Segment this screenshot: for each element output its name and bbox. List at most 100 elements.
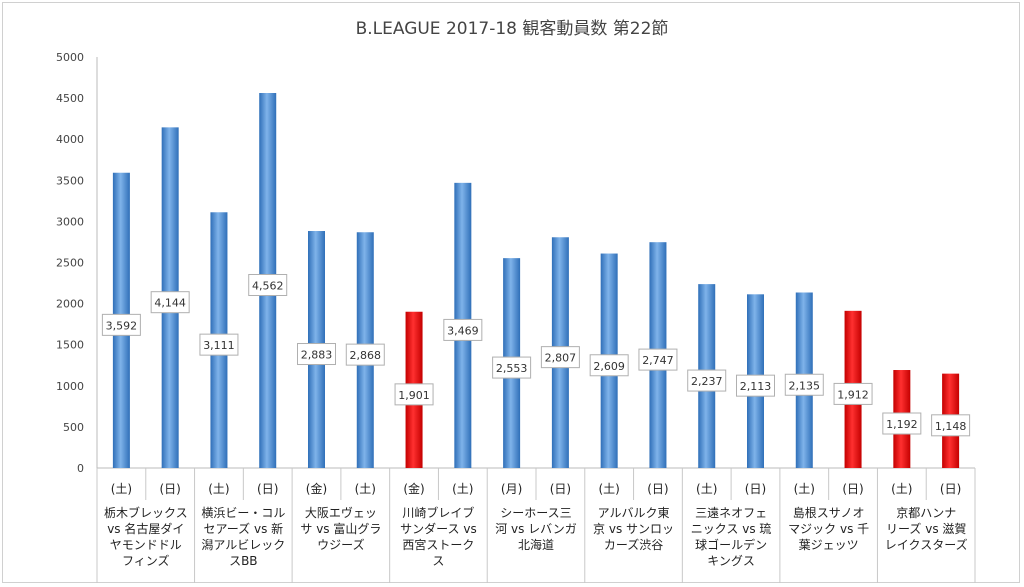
- matchup-label-line: 葉ジェッツ: [798, 538, 859, 552]
- matchup-label-line: 潟アルビレック: [201, 538, 286, 552]
- data-label: 2,609: [593, 360, 625, 373]
- day-label: (日): [842, 482, 864, 496]
- y-tick-label: 4500: [56, 92, 84, 105]
- matchup-label: シーホース三河 vs レバンガ 北海道: [487, 505, 585, 553]
- data-label-box: [638, 348, 678, 371]
- day-label: (日): [257, 482, 279, 496]
- data-label-box: [199, 333, 239, 356]
- data-label: 1,901: [398, 389, 430, 402]
- data-label-box: [833, 382, 873, 405]
- y-tick-label: 4000: [56, 133, 84, 146]
- day-label: (月): [500, 482, 523, 496]
- data-label: 3,592: [106, 319, 138, 332]
- matchup-label-line: 川崎ブレイブ: [402, 506, 475, 520]
- data-label: 2,135: [789, 379, 821, 392]
- day-label: (日): [939, 482, 962, 496]
- data-label: 4,562: [252, 280, 284, 293]
- matchup-label-line: vs 名古屋ダイ: [107, 522, 185, 536]
- y-tick-label: 0: [77, 462, 84, 475]
- data-label-box: [443, 318, 483, 341]
- matchup-label-line: 京 vs サンロッ: [593, 522, 675, 536]
- y-tick-label: 3000: [56, 215, 84, 228]
- matchup-label-line: フィンズ: [122, 554, 170, 568]
- matchup-label-line: キングス: [707, 554, 755, 568]
- matchup-label-line: リーズ vs 滋賀: [886, 522, 967, 536]
- data-label: 1,912: [837, 388, 869, 401]
- data-label: 2,868: [350, 349, 382, 362]
- matchup-label-line: 河 vs レバンガ: [495, 522, 577, 536]
- data-label-box: [589, 354, 629, 377]
- data-label: 2,553: [496, 362, 528, 375]
- matchup-label: 三遠ネオフェ ニックス vs 琉球ゴールデン キングス: [682, 505, 780, 569]
- day-label: (土): [598, 482, 620, 496]
- data-label: 2,237: [691, 375, 723, 388]
- matchup-label-line: 北海道: [517, 538, 554, 552]
- matchup-label: 栃木ブレックス vs 名古屋ダイ ヤモンドドル フィンズ: [97, 505, 195, 569]
- matchup-label-line: 島根スサノオ: [792, 506, 865, 520]
- data-label-box: [101, 313, 141, 336]
- chart-title: B.LEAGUE 2017-18 観客動員数 第22節: [355, 19, 669, 39]
- y-tick-label: 5000: [56, 51, 84, 64]
- data-label: 2,113: [740, 380, 772, 393]
- day-label: (土): [110, 482, 133, 496]
- matchup-label-line: サンダース vs: [400, 522, 477, 536]
- data-label-box: [736, 374, 775, 397]
- data-label-box: [687, 369, 727, 392]
- matchup-label-line: サ vs 富山グラ: [300, 522, 382, 536]
- data-label-box: [248, 274, 288, 297]
- matchup-label-line: ヤモンドドル: [109, 538, 182, 552]
- y-tick-label: 3500: [56, 174, 84, 187]
- data-label: 2,747: [642, 354, 674, 367]
- matchup-label: 川崎ブレイブ サンダース vs 西宮ストークス: [390, 505, 488, 569]
- day-label: (日): [549, 482, 572, 496]
- matchup-label: 横浜ビー・コル セアーズ vs 新潟アルビレック スBB: [195, 505, 293, 569]
- matchup-label-line: 横浜ビー・コル: [201, 506, 286, 520]
- y-tick-label: 2500: [56, 257, 84, 270]
- day-label: (土): [793, 482, 815, 496]
- data-label: 3,111: [203, 339, 235, 352]
- data-label: 3,469: [447, 324, 479, 337]
- matchup-label-line: セアーズ vs 新: [203, 522, 284, 536]
- y-tick-label: 2000: [56, 298, 84, 311]
- matchup-label-line: ス: [432, 554, 445, 568]
- matchup-label: 島根スサノオ マジック vs 千葉ジェッツ: [780, 505, 878, 553]
- data-label-box: [784, 373, 824, 396]
- matchup-label-line: シーホース三: [500, 506, 572, 520]
- data-label-box: [150, 291, 190, 314]
- matchup-label-line: アルバルク東: [597, 506, 670, 520]
- data-label-box: [297, 343, 336, 366]
- matchup-label-line: 球ゴールデン: [695, 538, 768, 552]
- matchup-label-line: ウジーズ: [317, 538, 365, 552]
- data-label-box: [882, 412, 922, 435]
- data-label-box: [492, 356, 532, 379]
- matchup-label-line: 栃木ブレックス: [103, 506, 188, 520]
- data-label-box: [931, 414, 971, 437]
- matchup-label-line: レイクスターズ: [884, 538, 968, 552]
- matchup-label-line: 西宮ストーク: [402, 538, 475, 552]
- matchup-label-line: マジック vs 千: [788, 522, 870, 536]
- data-label: 2,883: [301, 349, 333, 362]
- data-label-box: [345, 343, 385, 366]
- matchup-label-line: 大阪エヴェッ: [304, 506, 377, 520]
- day-label: (日): [744, 482, 767, 496]
- matchup-label: 大阪エヴェッサ vs 富山グラ ウジーズ: [292, 505, 390, 553]
- data-label: 2,807: [545, 352, 577, 365]
- data-label-box: [540, 346, 580, 369]
- matchup-label: アルバルク東京 vs サンロッ カーズ渋谷: [585, 505, 683, 553]
- matchup-label: 京都ハンナ リーズ vs 滋賀 レイクスターズ: [877, 505, 975, 553]
- day-label: (金): [403, 482, 425, 496]
- day-label: (土): [452, 482, 474, 496]
- data-label: 1,192: [886, 418, 918, 431]
- day-label: (土): [891, 482, 913, 496]
- y-tick-label: 500: [63, 421, 84, 434]
- matchup-label-line: スBB: [229, 554, 258, 568]
- day-label: (日): [647, 482, 669, 496]
- day-label: (日): [159, 482, 181, 496]
- matchup-label-line: 三遠ネオフェ: [695, 506, 768, 520]
- day-label: (土): [696, 482, 718, 496]
- y-tick-label: 1500: [56, 339, 84, 352]
- data-label: 4,144: [154, 297, 186, 310]
- matchup-label-line: カーズ渋谷: [603, 538, 664, 552]
- y-tick-label: 1000: [56, 380, 84, 393]
